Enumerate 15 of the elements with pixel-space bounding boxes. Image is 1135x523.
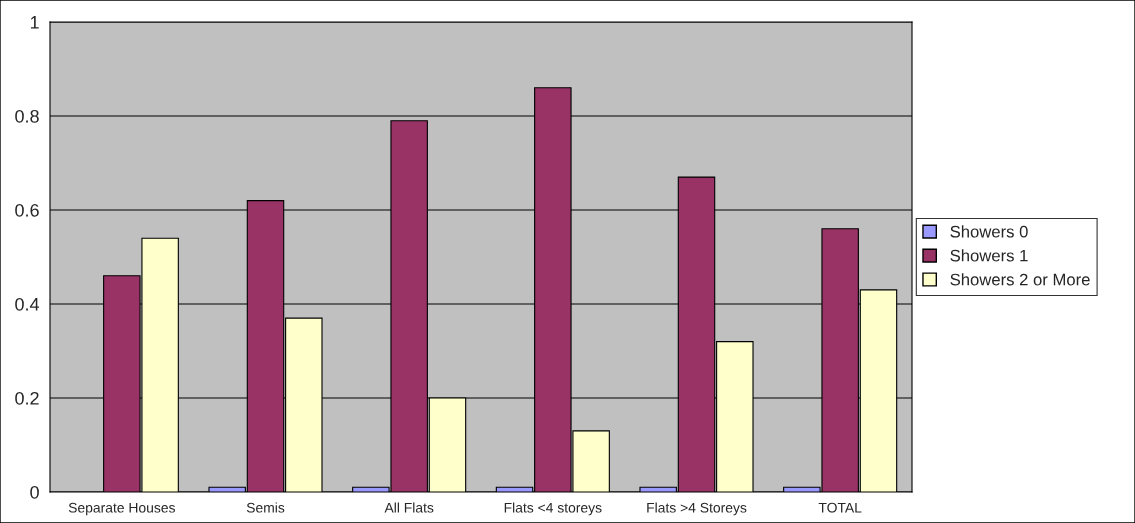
x-tick-label: Flats <4 storeys: [504, 502, 602, 516]
x-tick-label: Flats >4 Storeys: [647, 502, 747, 516]
x-tick-label: TOTAL: [818, 502, 862, 513]
legend-label: Showers 1: [950, 249, 1028, 262]
legend-label: Showers 2 or More: [950, 273, 1090, 286]
y-tick-label: 0.6: [15, 203, 39, 217]
y-tick-label: 0.2: [15, 391, 39, 405]
y-tick-label: 0.8: [15, 109, 39, 123]
legend-label: Showers 0: [950, 225, 1028, 238]
x-tick-label: All Flats: [384, 502, 434, 513]
x-tick-label: Separate Houses: [68, 502, 175, 516]
y-tick-label: 1: [30, 16, 39, 29]
x-tick-label: Semis: [246, 502, 285, 513]
y-tick-label: 0: [30, 485, 39, 499]
y-tick-label: 0.4: [15, 297, 40, 311]
